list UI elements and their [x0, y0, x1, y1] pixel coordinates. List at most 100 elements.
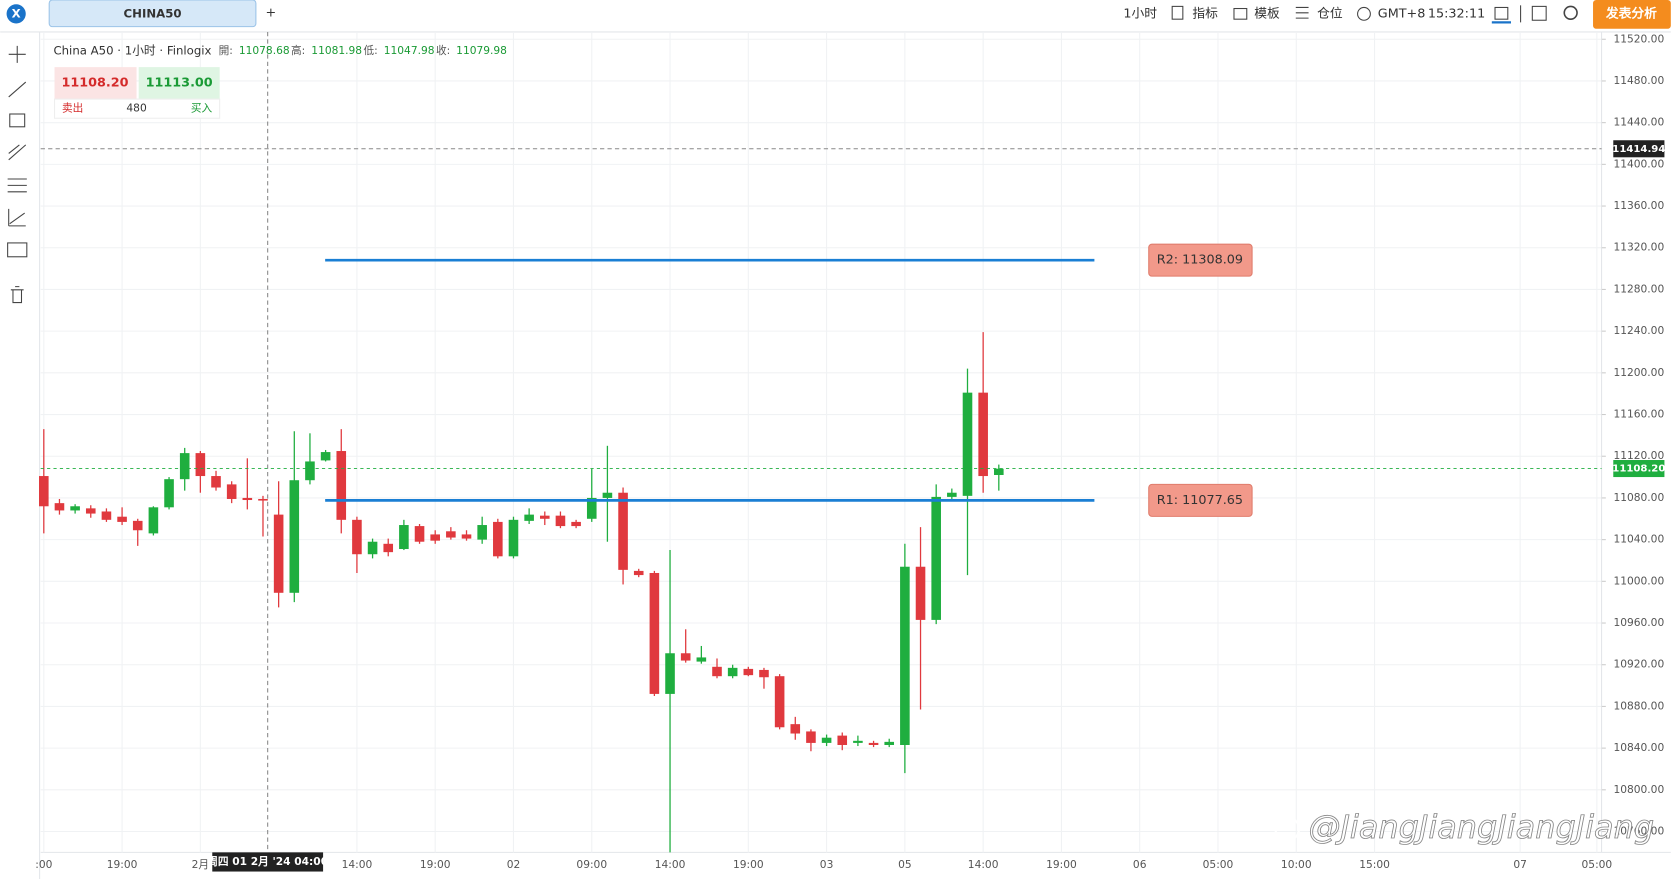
candle-body — [586, 497, 597, 519]
candle-body — [211, 476, 221, 488]
candle-body — [633, 570, 644, 576]
candle-body — [414, 526, 425, 542]
x-tick-label: 2月 — [192, 858, 209, 871]
candle-body — [477, 525, 487, 540]
ohlc-value: 11047.98 — [384, 44, 435, 57]
candle-body — [649, 572, 660, 694]
candle-body — [70, 506, 80, 511]
y-tick-label: 11280.00 — [1613, 282, 1664, 295]
y-tick-label: 10920.00 — [1613, 658, 1664, 671]
candle-body — [696, 657, 707, 662]
tool-channel[interactable] — [8, 144, 27, 161]
publish-button[interactable] — [1593, 0, 1671, 29]
candle-body — [571, 521, 581, 527]
candle-body — [320, 452, 331, 461]
x-tick-label: 19:00 — [1046, 858, 1077, 871]
x-tick-label: 14:00 — [342, 858, 373, 871]
level-label-box — [1148, 243, 1253, 277]
timezone[interactable]: GMT+8 — [1378, 6, 1426, 21]
y-tick-label: 11440.00 — [1613, 116, 1664, 129]
level-label: R2: 11308.09 — [1157, 253, 1243, 268]
watermark-logo — [1274, 816, 1301, 842]
plot: R2: 11308.09 R1: 11077.65 11108.20 11414.94… — [39, 31, 1665, 872]
y-tick-label: 10880.00 — [1613, 699, 1664, 712]
x-tick-label: 14:00 — [655, 858, 686, 871]
tool-crosshair[interactable] — [8, 45, 26, 63]
x-tick-label: 09:00 — [576, 858, 607, 871]
x-tick-label: 14:00 — [968, 858, 999, 871]
layout-icon[interactable] — [1531, 5, 1547, 21]
settings-icon[interactable] — [1563, 5, 1578, 20]
candle-body — [539, 515, 550, 519]
y-tick-label: 11000.00 — [1613, 574, 1664, 587]
buy-box[interactable] — [138, 67, 220, 100]
ask-price: 11113.00 — [146, 76, 213, 91]
x-tick-label: 02 — [507, 858, 521, 871]
candle-body — [117, 516, 127, 522]
ohlc-value: 11081.98 — [311, 44, 362, 57]
candle-body — [665, 653, 675, 694]
indicators-button[interactable]: 指标 — [1192, 6, 1218, 21]
add-tab[interactable]: + — [265, 5, 276, 20]
level-label: R1: 11077.65 — [1157, 493, 1243, 508]
publish-label: 发表分析 — [1605, 5, 1657, 21]
last-price-label: 11108.20 — [1612, 464, 1665, 475]
candle-body — [148, 507, 159, 534]
candle-body — [868, 742, 879, 745]
candle-body — [39, 476, 49, 507]
candle-body — [226, 484, 237, 499]
tool-rectangle[interactable] — [9, 113, 26, 128]
candle-body — [884, 741, 895, 745]
y-tick-label: 11160.00 — [1613, 408, 1664, 421]
candle-body — [900, 566, 910, 745]
ohlc-label: 開: — [219, 44, 233, 57]
tool-fib[interactable] — [7, 178, 27, 193]
watermark: @JiangJiangJiangJiang — [1309, 808, 1655, 846]
candle-body — [399, 525, 409, 550]
x-tick-label: 05:00 — [1203, 858, 1234, 871]
tool-text[interactable] — [7, 242, 28, 258]
y-tick-label: 10800.00 — [1613, 783, 1664, 796]
bid-price: 11108.20 — [61, 76, 128, 91]
y-tick-label: 11080.00 — [1613, 491, 1664, 504]
y-tick-label: 10960.00 — [1613, 616, 1664, 629]
interval-button[interactable]: 1小时 — [1123, 6, 1157, 21]
logo[interactable] — [6, 4, 26, 24]
symbol-tab[interactable] — [48, 0, 257, 28]
x-tick-label: 05 — [898, 858, 912, 871]
sell-label[interactable]: 卖出 — [62, 102, 83, 115]
candle-body — [367, 541, 378, 555]
candle-body — [461, 534, 472, 539]
top-bar — [0, 0, 1671, 32]
candle-body — [242, 497, 253, 501]
x-tick-label: 05:00 — [1582, 858, 1613, 871]
candle-body — [759, 669, 769, 678]
candle-body — [289, 480, 300, 593]
y-tick-label: 10760.00 — [1613, 825, 1664, 838]
crosshair-price-label: 11414.94 — [1612, 144, 1665, 155]
lock-icon[interactable] — [1494, 6, 1509, 20]
buy-label[interactable]: 买入 — [191, 102, 213, 115]
candle-body — [179, 453, 190, 480]
candle-body — [54, 503, 65, 511]
candle-body — [352, 519, 362, 555]
y-tick-label: 10840.00 — [1613, 741, 1664, 754]
ohlc-label: 收: — [436, 44, 450, 57]
templates-button[interactable]: 模板 — [1254, 6, 1280, 21]
x-tick-label: 03 — [820, 858, 834, 871]
candle-body — [837, 735, 848, 745]
tool-trendline[interactable] — [8, 81, 27, 98]
tool-gann[interactable] — [8, 208, 26, 227]
x-tick-label: 19:00 — [733, 858, 764, 871]
positions-button[interactable]: 仓位 — [1317, 6, 1343, 21]
candle-body — [931, 496, 941, 620]
volume[interactable]: 480 — [126, 102, 147, 115]
ohlc-label: 低: — [364, 44, 378, 57]
y-tick-label: 11240.00 — [1613, 324, 1664, 337]
sell-box[interactable] — [54, 67, 137, 100]
chart-title: China A50 · 1小时 · Finlogix — [53, 44, 211, 58]
candle-body — [618, 492, 628, 570]
candle-body — [555, 515, 566, 527]
tool-delete[interactable] — [10, 286, 24, 304]
candle-body — [727, 667, 738, 677]
